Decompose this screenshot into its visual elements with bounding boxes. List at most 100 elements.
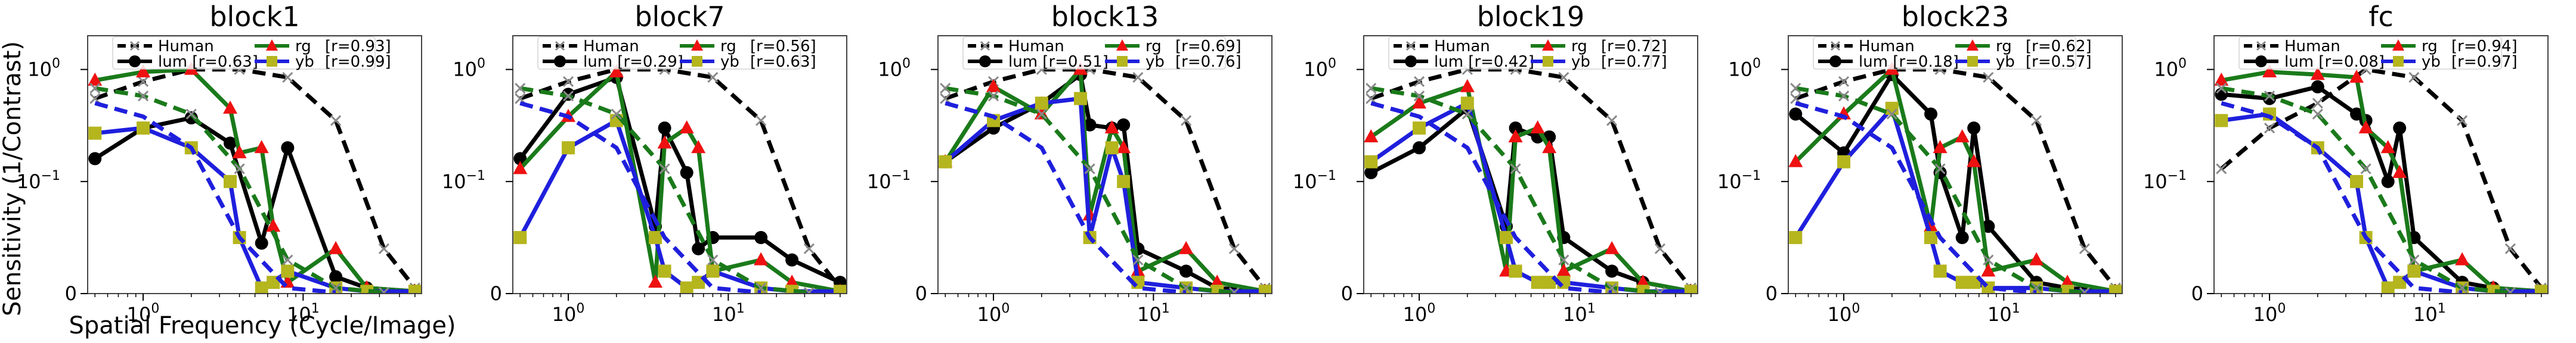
human-point bbox=[1132, 71, 1144, 83]
yb-point bbox=[513, 230, 527, 244]
lum-point bbox=[2381, 174, 2395, 188]
yb-point bbox=[1933, 264, 1947, 278]
y-tick-label: 100 bbox=[27, 57, 60, 81]
x-tick-exponent: 1 bbox=[311, 301, 320, 316]
legend-marker bbox=[2393, 56, 2404, 67]
yb-point bbox=[939, 155, 952, 169]
legend-marker bbox=[129, 55, 141, 67]
human-point bbox=[1934, 163, 1946, 174]
human-point bbox=[2031, 282, 2042, 294]
rg-point bbox=[657, 135, 672, 149]
rg-point bbox=[1967, 154, 1981, 167]
human-point bbox=[1462, 108, 1473, 120]
x-tick-label: 100 bbox=[977, 301, 1010, 326]
yb-point bbox=[2534, 285, 2548, 294]
y-tick-exponent: −1 bbox=[891, 169, 911, 183]
human-point bbox=[659, 163, 670, 174]
lum-point bbox=[680, 166, 693, 179]
rg-point bbox=[2310, 67, 2325, 80]
human-point bbox=[185, 108, 197, 120]
yb-point bbox=[1364, 155, 1378, 169]
human-point bbox=[1510, 163, 1521, 174]
x-tick-exponent: 0 bbox=[2277, 301, 2286, 316]
series-human-rg bbox=[89, 83, 389, 294]
human-point bbox=[756, 115, 767, 126]
legend-label: yb bbox=[1996, 53, 2015, 71]
human-point bbox=[2457, 282, 2468, 294]
lum-point bbox=[692, 242, 705, 255]
yb-point bbox=[658, 264, 671, 278]
legend-label: lum [r=0.29] bbox=[583, 53, 683, 71]
x-tick-label: 101 bbox=[1987, 301, 2020, 326]
panel-title: block13 bbox=[1051, 1, 1159, 33]
series-yb bbox=[2215, 107, 2548, 294]
x-tick-exponent: 1 bbox=[1587, 301, 1596, 316]
human-point bbox=[707, 71, 719, 83]
legend-marker bbox=[1543, 56, 1553, 67]
series-human-rg bbox=[1790, 83, 2090, 294]
panel-title: fc bbox=[2368, 1, 2394, 33]
yb-point bbox=[1531, 276, 1544, 289]
legend-label: lum [r=0.51] bbox=[1008, 53, 1109, 71]
y-tick-exponent: −1 bbox=[41, 169, 60, 183]
yb-point bbox=[1074, 92, 1088, 105]
legend-label: Human bbox=[158, 38, 214, 55]
yb-point bbox=[1509, 264, 1522, 278]
legend-marker bbox=[1829, 55, 1841, 67]
human-point bbox=[940, 93, 951, 104]
yb-point bbox=[1500, 230, 1513, 244]
series-line bbox=[94, 67, 416, 294]
legend-marker bbox=[1542, 39, 1554, 51]
y-tick-label: 0 bbox=[65, 282, 77, 305]
y-tick-exponent: 0 bbox=[1328, 57, 1336, 71]
legend-label: rg bbox=[1996, 38, 2012, 55]
series-human-rg bbox=[2216, 83, 2516, 294]
y-tick-label: 10−1 bbox=[1717, 169, 1761, 193]
legend-label: lum [r=0.08] bbox=[2284, 53, 2385, 71]
series-human-rg bbox=[940, 83, 1240, 294]
figure-xlabel: Spatial Frequency (Cycle/Image) bbox=[69, 312, 456, 339]
yb-point bbox=[706, 264, 720, 278]
y-tick-label: 0 bbox=[2191, 282, 2203, 305]
legend-marker bbox=[2256, 40, 2267, 51]
x-tick-exponent: 0 bbox=[576, 301, 584, 316]
series-human-rg bbox=[1366, 83, 1665, 294]
legend-r-value: [r=0.76] bbox=[1175, 53, 1241, 71]
legend-r-value: [r=0.97] bbox=[2451, 53, 2518, 71]
yb-point bbox=[1837, 155, 1851, 169]
human-point bbox=[2312, 108, 2323, 120]
rg-point bbox=[223, 100, 238, 114]
legend-label: lum [r=0.18] bbox=[1859, 53, 1959, 71]
legend-box bbox=[962, 36, 1226, 70]
human-point bbox=[2504, 287, 2516, 294]
yb-point bbox=[88, 126, 102, 140]
human-point bbox=[1886, 108, 1897, 120]
legend-label: yb bbox=[1145, 53, 1165, 71]
rg-point bbox=[266, 219, 281, 232]
series-line bbox=[2221, 101, 2463, 294]
series-line bbox=[2220, 67, 2543, 289]
human-point bbox=[2312, 98, 2323, 109]
lum-point bbox=[1509, 121, 1522, 135]
human-point bbox=[234, 163, 245, 174]
human-point bbox=[2408, 71, 2420, 83]
rg-point bbox=[1636, 275, 1651, 288]
lum-point bbox=[1967, 121, 1981, 135]
rg-point bbox=[2060, 275, 2075, 288]
rg-point bbox=[1605, 241, 1620, 254]
x-tick-exponent: 0 bbox=[1852, 301, 1860, 316]
rg-point bbox=[1210, 275, 1225, 288]
series-human-yb bbox=[519, 101, 761, 294]
series-rg bbox=[513, 64, 846, 294]
human-point bbox=[1983, 71, 1994, 83]
human-point bbox=[2031, 115, 2042, 126]
lum-point bbox=[1083, 118, 1097, 132]
panel-title: block19 bbox=[1477, 1, 1585, 33]
series-line bbox=[519, 67, 842, 289]
legend-label: rg bbox=[1145, 38, 1162, 55]
